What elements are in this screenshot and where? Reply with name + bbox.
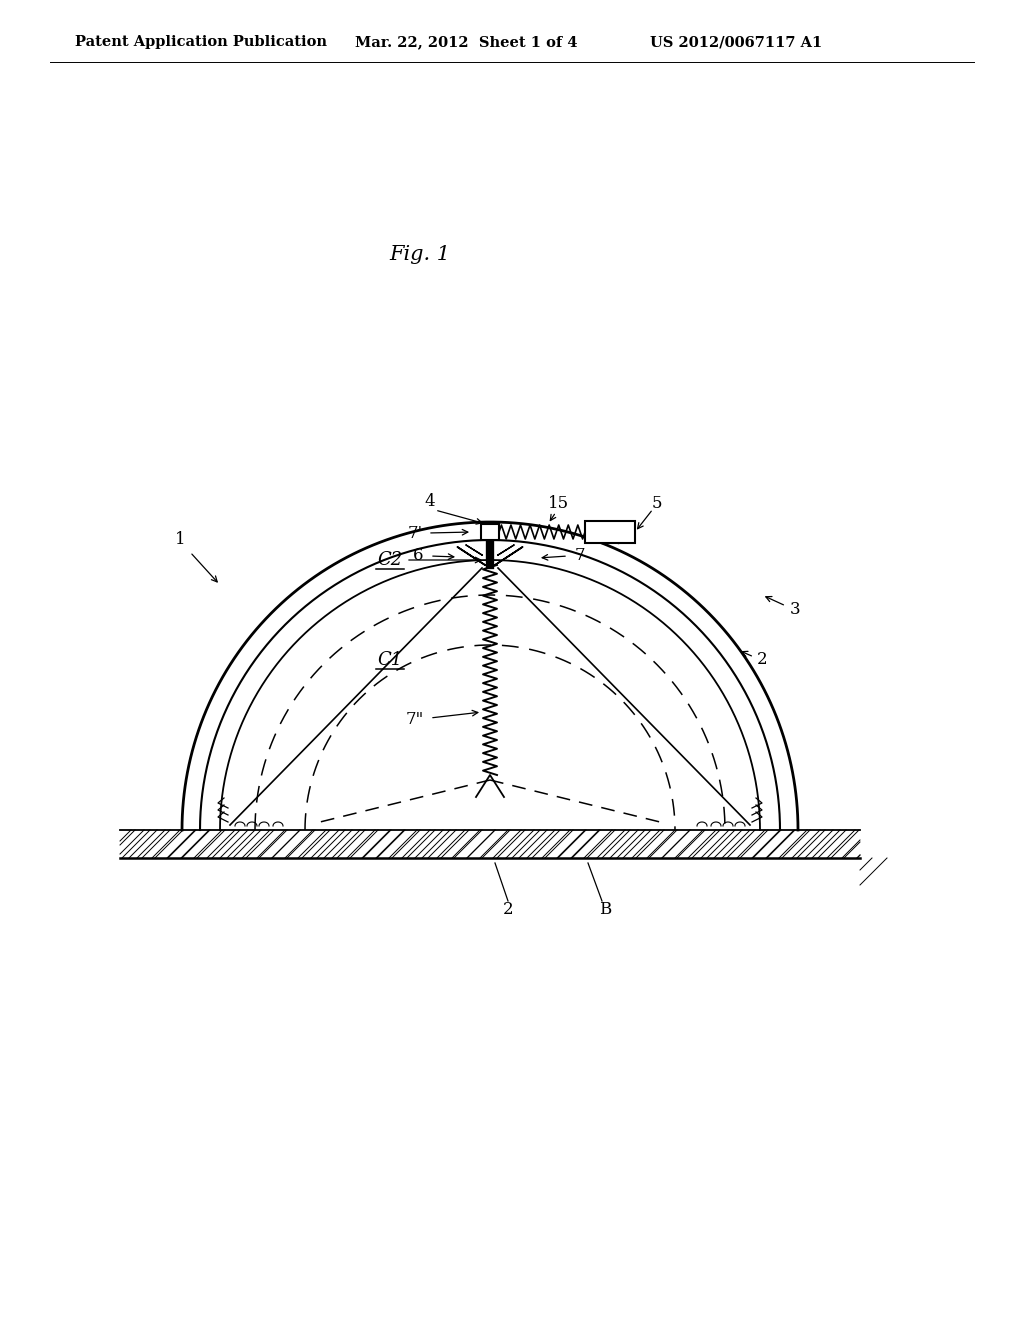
Text: 3: 3 [790, 602, 801, 619]
Text: 15: 15 [548, 495, 568, 512]
Text: Fig. 1: Fig. 1 [389, 246, 451, 264]
Text: Mar. 22, 2012  Sheet 1 of 4: Mar. 22, 2012 Sheet 1 of 4 [355, 36, 578, 49]
Text: B: B [599, 902, 611, 919]
Text: 1: 1 [175, 532, 185, 549]
Text: 7": 7" [406, 711, 424, 729]
Text: 2: 2 [757, 652, 767, 668]
Bar [120, 830, 860, 858]
Text: 7': 7' [408, 525, 423, 543]
Text: US 2012/0067117 A1: US 2012/0067117 A1 [650, 36, 822, 49]
Text: 2: 2 [503, 902, 513, 919]
Text: 6: 6 [413, 546, 423, 564]
Text: C2: C2 [378, 550, 402, 569]
Text: Patent Application Publication: Patent Application Publication [75, 36, 327, 49]
Text: 7: 7 [574, 546, 586, 564]
Text: 4: 4 [425, 494, 435, 511]
Text: C1: C1 [378, 651, 402, 669]
Text: 5: 5 [651, 495, 663, 511]
Bar [585, 521, 635, 543]
Bar [481, 524, 499, 540]
